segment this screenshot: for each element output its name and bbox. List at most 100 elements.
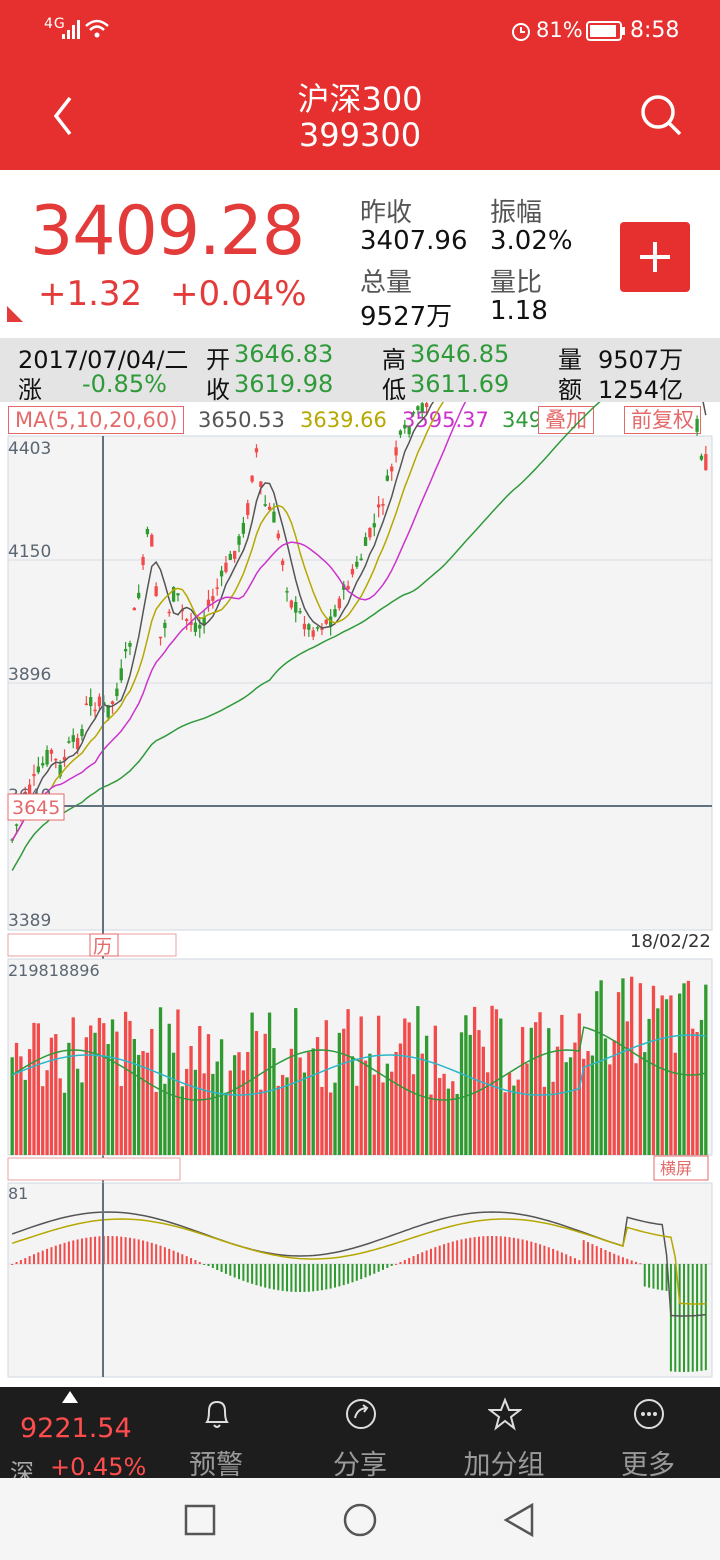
candle-body xyxy=(154,586,158,596)
volume-bar xyxy=(664,999,669,1155)
volume-bar xyxy=(433,1025,438,1155)
back-icon[interactable] xyxy=(40,82,86,142)
ma-settings-button[interactable]: MA(5,10,20,60) xyxy=(8,406,185,434)
more-icon xyxy=(634,1399,664,1429)
candle-body xyxy=(420,403,424,413)
candle-body xyxy=(394,447,398,456)
macd-bar xyxy=(525,1240,528,1264)
volume-bar xyxy=(41,1086,45,1155)
macd-bar xyxy=(482,1236,485,1264)
kline-chart[interactable]: 4403 4150 3896 3640 3389 3645 历 18/02/22… xyxy=(0,402,720,1387)
candle-body xyxy=(320,628,324,630)
volume-ratio-value: 1.18 xyxy=(490,296,548,326)
macd-bar xyxy=(512,1237,515,1264)
macd-bar xyxy=(19,1260,22,1264)
macd-bar xyxy=(491,1236,494,1264)
macd-bar xyxy=(142,1240,145,1264)
share-icon xyxy=(346,1399,376,1429)
candle-body xyxy=(14,824,19,826)
volume-bar xyxy=(123,1011,128,1155)
macd-bar xyxy=(347,1264,350,1284)
candle-body xyxy=(350,568,355,575)
volume-bar xyxy=(180,1086,184,1155)
ma-line xyxy=(11,402,601,871)
volume-bar xyxy=(14,1042,19,1155)
adjust-button[interactable]: 前复权 xyxy=(624,406,701,434)
market-index-widget[interactable]: 9221.54 深 +0.45% xyxy=(0,1387,146,1487)
macd-bar xyxy=(89,1237,92,1264)
macd-bar xyxy=(246,1264,249,1283)
home-icon[interactable] xyxy=(342,1502,378,1538)
macd-bar xyxy=(233,1264,236,1278)
add-watchlist-button[interactable] xyxy=(620,222,690,292)
macd-bar xyxy=(54,1245,57,1264)
info-high: 3646.85 xyxy=(410,340,510,368)
share-label: 分享 xyxy=(333,1450,387,1481)
macd-bar xyxy=(146,1241,149,1264)
signal-icon xyxy=(62,20,80,39)
volume-bar xyxy=(333,1082,337,1155)
candle-body xyxy=(359,558,363,561)
info-close-label: 收 xyxy=(206,376,230,404)
volume-bar xyxy=(115,1031,119,1155)
volume-bar xyxy=(398,1043,403,1155)
volume-bar xyxy=(237,1052,241,1155)
corner-marker xyxy=(7,306,23,322)
stock-name: 沪深300 xyxy=(297,80,423,118)
volume-bar xyxy=(660,995,664,1155)
volume-bar xyxy=(612,1040,616,1155)
more-button[interactable]: 更多 xyxy=(576,1387,720,1481)
macd-bar xyxy=(386,1264,389,1268)
macd-bar xyxy=(216,1264,219,1270)
volume-bar xyxy=(246,1051,250,1155)
macd-bar xyxy=(683,1264,686,1372)
alert-button[interactable]: 预警 xyxy=(144,1387,288,1481)
volume-bar xyxy=(167,1023,171,1155)
candle-body xyxy=(233,550,237,559)
overlay-button[interactable]: 叠加 xyxy=(538,406,594,434)
volume-bar xyxy=(211,1073,215,1155)
volume-bar xyxy=(656,1008,660,1155)
macd-bar xyxy=(98,1236,101,1264)
info-open: 3646.83 xyxy=(234,340,334,368)
chart-area[interactable]: MA(5,10,20,60) 3650.53 3639.66 3595.37 3… xyxy=(0,402,720,1387)
candle-body xyxy=(289,600,294,608)
recents-icon[interactable] xyxy=(184,1504,216,1536)
macd-bar xyxy=(604,1249,607,1264)
macd-bar xyxy=(582,1240,585,1264)
volume-bar xyxy=(328,1092,333,1155)
volume-bar xyxy=(285,1077,289,1155)
candle-body xyxy=(32,773,36,777)
candle-body xyxy=(119,668,123,681)
macd-bar xyxy=(277,1264,280,1291)
volume-bar xyxy=(490,1005,494,1155)
add-group-button[interactable]: 加分组 xyxy=(432,1387,576,1481)
macd-bar xyxy=(700,1264,703,1371)
macd-bar xyxy=(495,1236,498,1264)
candle-body xyxy=(193,622,198,632)
search-icon[interactable] xyxy=(636,90,686,140)
macd-bar xyxy=(486,1236,489,1264)
macd-bar xyxy=(128,1237,131,1264)
candle-body xyxy=(276,533,280,539)
volume-bar xyxy=(215,1061,219,1155)
macd-bar xyxy=(72,1240,75,1264)
macd-bar xyxy=(473,1237,476,1264)
macd-bar xyxy=(443,1244,446,1264)
ma60-value: 349 xyxy=(502,408,543,432)
index-value: 9221.54 xyxy=(20,1413,132,1444)
macd-bar xyxy=(543,1245,546,1264)
back-nav-icon[interactable] xyxy=(502,1502,536,1538)
candle-body xyxy=(267,506,272,510)
volume-bar xyxy=(128,1020,132,1155)
ma-line xyxy=(11,402,444,841)
volume-bar xyxy=(137,1054,141,1155)
macd-bar xyxy=(259,1264,262,1287)
volume-bar xyxy=(228,1070,232,1155)
share-button[interactable]: 分享 xyxy=(288,1387,432,1481)
volume-bar xyxy=(289,1048,294,1155)
macd-bar xyxy=(115,1236,118,1264)
volume-bar xyxy=(302,1072,307,1155)
macd-bar xyxy=(264,1264,267,1288)
macd-bar xyxy=(211,1264,214,1269)
